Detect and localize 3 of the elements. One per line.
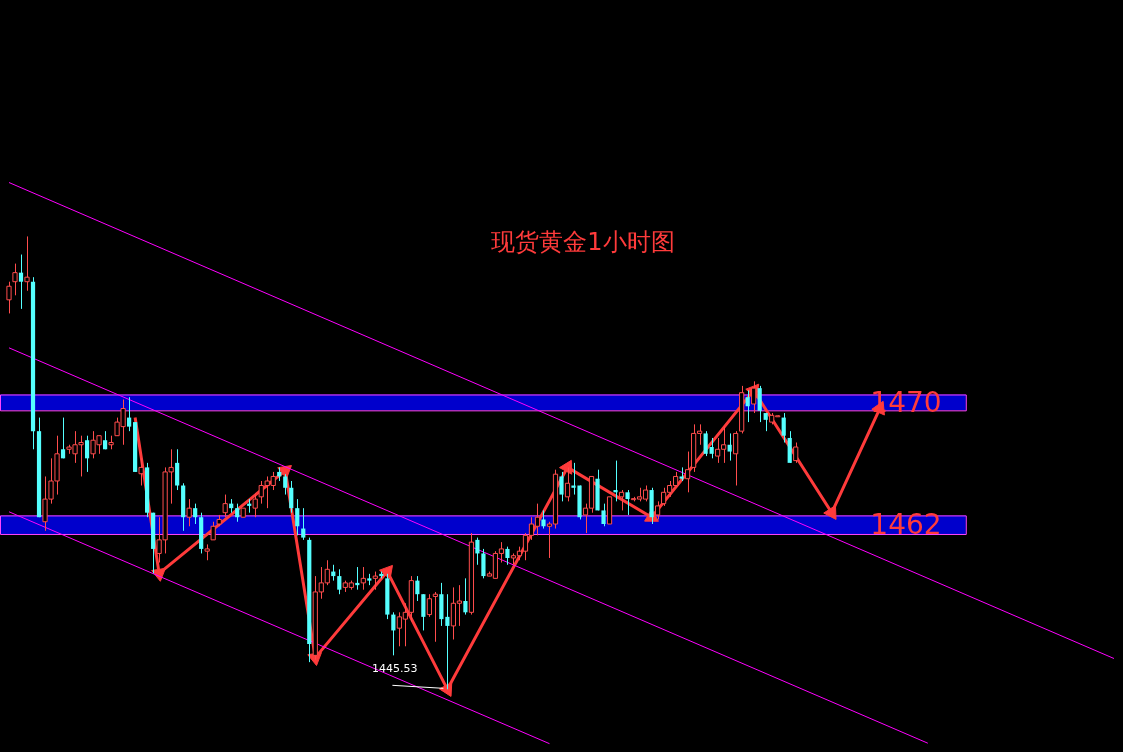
- chart-title: 现货黄金1小时图: [490, 227, 676, 258]
- annotation: 1445.53: [371, 662, 418, 676]
- band-label: 1462: [870, 507, 942, 541]
